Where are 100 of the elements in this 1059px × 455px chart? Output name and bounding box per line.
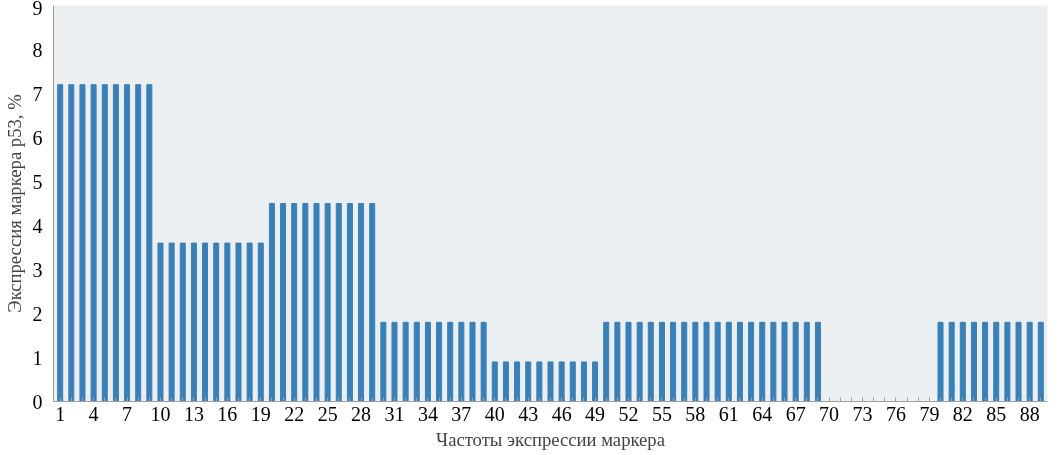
bar — [257, 242, 264, 402]
bar — [157, 242, 164, 402]
x-tick-label: 22 — [284, 402, 305, 425]
bar — [1015, 321, 1022, 402]
bar — [970, 321, 977, 402]
x-tick-label: 34 — [417, 402, 438, 425]
bar — [135, 84, 142, 402]
bar — [57, 84, 64, 402]
bar — [124, 84, 131, 402]
y-tick-label: 5 — [32, 170, 43, 193]
bar — [625, 321, 632, 402]
bar — [280, 203, 287, 402]
bar — [268, 203, 275, 402]
bar — [558, 361, 565, 402]
x-tick-label: 58 — [685, 402, 706, 425]
x-tick-label: 25 — [317, 402, 338, 425]
bar — [346, 203, 353, 402]
bar — [413, 321, 420, 402]
x-tick-label: 82 — [952, 402, 973, 425]
bar — [592, 361, 599, 402]
bar — [469, 321, 476, 402]
bar — [190, 242, 197, 402]
bar — [202, 242, 209, 402]
bar — [1026, 321, 1033, 402]
bar — [580, 361, 587, 402]
bar — [391, 321, 398, 402]
x-tick-label: 28 — [351, 402, 372, 425]
x-tick-label: 85 — [986, 402, 1007, 425]
bar — [246, 242, 253, 402]
x-tick-label: 16 — [217, 402, 238, 425]
x-tick-label: 40 — [484, 402, 505, 425]
bar — [636, 321, 643, 402]
bar — [759, 321, 766, 402]
bar — [146, 84, 153, 402]
bar — [502, 361, 509, 402]
x-tick-label: 4 — [88, 402, 99, 425]
bar — [213, 242, 220, 402]
x-tick-label: 76 — [885, 402, 906, 425]
x-tick-label: 1 — [55, 402, 66, 425]
x-tick-label: 79 — [919, 402, 940, 425]
bar — [447, 321, 454, 402]
bar — [714, 321, 721, 402]
y-tick-label: 7 — [32, 82, 43, 105]
x-tick-label: 37 — [451, 402, 472, 425]
bar — [68, 84, 75, 402]
y-tick-label: 2 — [32, 302, 43, 325]
bar — [803, 321, 810, 402]
y-tick-label: 0 — [32, 390, 43, 413]
x-tick-label: 70 — [819, 402, 840, 425]
x-tick-label: 49 — [585, 402, 606, 425]
bar — [748, 321, 755, 402]
bar — [112, 84, 119, 402]
bar — [436, 321, 443, 402]
x-tick-label: 7 — [122, 402, 133, 425]
bar — [982, 321, 989, 402]
bar — [79, 84, 86, 402]
x-tick-label: 55 — [651, 402, 672, 425]
bar — [380, 321, 387, 402]
bar — [179, 242, 186, 402]
y-tick-label: 8 — [32, 38, 43, 61]
x-tick-label: 46 — [551, 402, 572, 425]
bar — [358, 203, 365, 402]
bar — [647, 321, 654, 402]
x-tick-label: 10 — [150, 402, 171, 425]
bar — [937, 321, 944, 402]
bar — [614, 321, 621, 402]
x-tick-label: 31 — [384, 402, 405, 425]
bar — [369, 203, 376, 402]
bar — [703, 321, 710, 402]
x-tick-label: 61 — [718, 402, 739, 425]
bar — [335, 203, 342, 402]
bar — [302, 203, 309, 402]
bar — [235, 242, 242, 402]
bar — [491, 361, 498, 402]
bar — [959, 321, 966, 402]
bar — [725, 321, 732, 402]
bar — [168, 242, 175, 402]
bar — [101, 84, 108, 402]
x-tick-label: 13 — [183, 402, 204, 425]
bar — [603, 321, 610, 402]
bar — [681, 321, 688, 402]
bar — [1037, 321, 1044, 402]
y-axis-title: Экспрессия маркера p53, % — [3, 94, 25, 313]
bar — [948, 321, 955, 402]
bar — [569, 361, 576, 402]
x-tick-label: 52 — [618, 402, 639, 425]
bar — [770, 321, 777, 402]
x-tick-label: 67 — [785, 402, 806, 425]
bar — [424, 321, 431, 402]
bar — [781, 321, 788, 402]
y-tick-label: 9 — [32, 0, 43, 19]
bar — [814, 321, 821, 402]
bar — [993, 321, 1000, 402]
bar — [670, 321, 677, 402]
x-tick-label: 43 — [518, 402, 539, 425]
bar — [736, 321, 743, 402]
bar — [90, 84, 97, 402]
bar — [792, 321, 799, 402]
x-tick-label: 64 — [752, 402, 773, 425]
bar — [547, 361, 554, 402]
